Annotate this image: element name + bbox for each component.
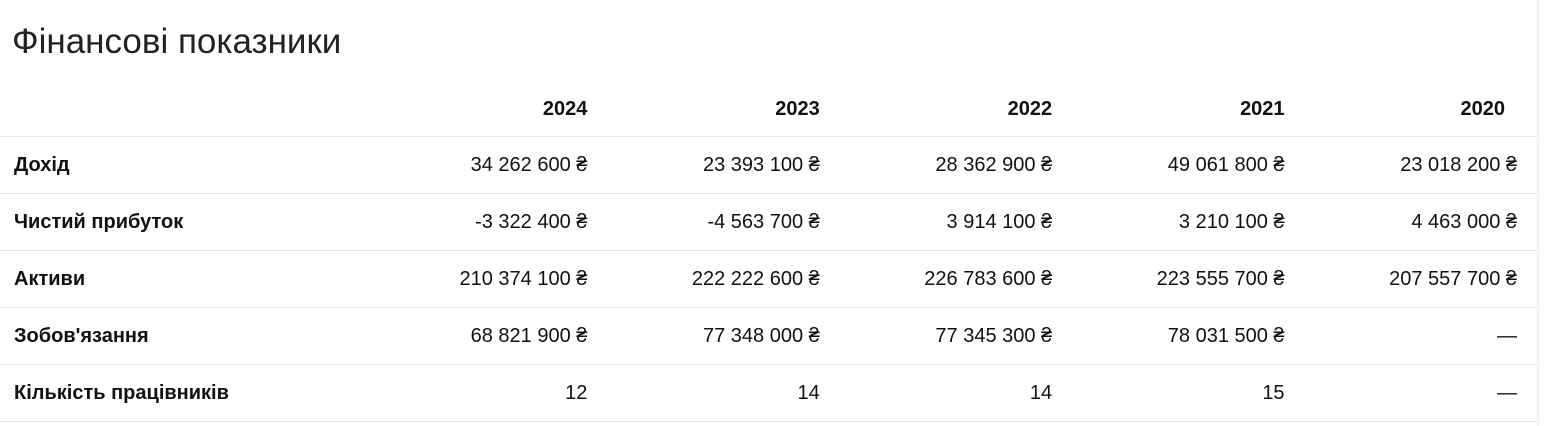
table-row: Дохід 34 262 600 ₴ 23 393 100 ₴ 28 362 900 … <box>0 136 1537 194</box>
year-header: 2023 <box>607 82 840 137</box>
year-header: 2020 <box>1304 82 1537 137</box>
header-blank <box>0 82 375 137</box>
year-header: 2024 <box>375 82 608 137</box>
table-body: Дохід 34 262 600 ₴ 23 393 100 ₴ 28 362 900 … <box>0 136 1537 422</box>
table-row: Зобов'язання 68 821 900 ₴ 77 348 000 ₴ 77 3… <box>0 307 1537 365</box>
cell-value: — <box>1304 364 1537 422</box>
cell-value: 223 555 700 ₴ <box>1072 250 1305 308</box>
table-row: Чистий прибуток -3 322 400 ₴ -4 563 700 ₴ 3… <box>0 193 1537 251</box>
cell-value: — <box>1304 307 1537 365</box>
cell-value: 34 262 600 ₴ <box>375 136 608 194</box>
cell-value: -3 322 400 ₴ <box>375 193 608 251</box>
cell-value: 3 210 100 ₴ <box>1072 193 1305 251</box>
cell-value: 3 914 100 ₴ <box>839 193 1073 251</box>
cell-value: 23 018 200 ₴ <box>1304 136 1537 194</box>
cell-value: 4 463 000 ₴ <box>1304 193 1537 251</box>
cell-value: -4 563 700 ₴ <box>607 193 840 251</box>
title: Фінансові показники <box>12 22 342 61</box>
cell-value: 207 557 700 ₴ <box>1304 250 1537 308</box>
table-row: Активи 210 374 100 ₴ 222 222 600 ₴ 226 783 … <box>0 250 1537 308</box>
cell-value: 14 <box>839 364 1073 422</box>
cell-value: 77 348 000 ₴ <box>607 307 840 365</box>
cell-value: 14 <box>607 364 840 422</box>
financial-table: 2024 2023 2022 2021 2020 Дохід 34 262 600 ₴ 23… <box>0 82 1537 422</box>
cell-value: 23 393 100 ₴ <box>607 136 840 194</box>
cell-value: 49 061 800 ₴ <box>1072 136 1305 194</box>
cell-value: 12 <box>375 364 608 422</box>
row-label: Чистий прибуток <box>0 193 375 251</box>
cell-value: 15 <box>1072 364 1305 422</box>
row-label: Активи <box>0 250 375 308</box>
table-row: Кількість працівників 12 14 14 15— <box>0 364 1537 422</box>
cell-value: 226 783 600 ₴ <box>839 250 1073 308</box>
row-label: Зобов'язання <box>0 307 375 365</box>
cell-value: 210 374 100 ₴ <box>375 250 608 308</box>
cell-value: 68 821 900 ₴ <box>375 307 608 365</box>
header-row: 2024 2023 2022 2021 2020 <box>0 82 1537 137</box>
cell-value: 222 222 600 ₴ <box>607 250 840 308</box>
cell-value: 28 362 900 ₴ <box>839 136 1073 194</box>
row-label: Дохід <box>0 136 375 194</box>
cell-value: 77 345 300 ₴ <box>839 307 1073 365</box>
year-header: 2021 <box>1072 82 1305 137</box>
row-label: Кількість працівників <box>0 364 375 422</box>
cell-value: 78 031 500 ₴ <box>1072 307 1305 365</box>
year-header: 2022 <box>839 82 1073 137</box>
